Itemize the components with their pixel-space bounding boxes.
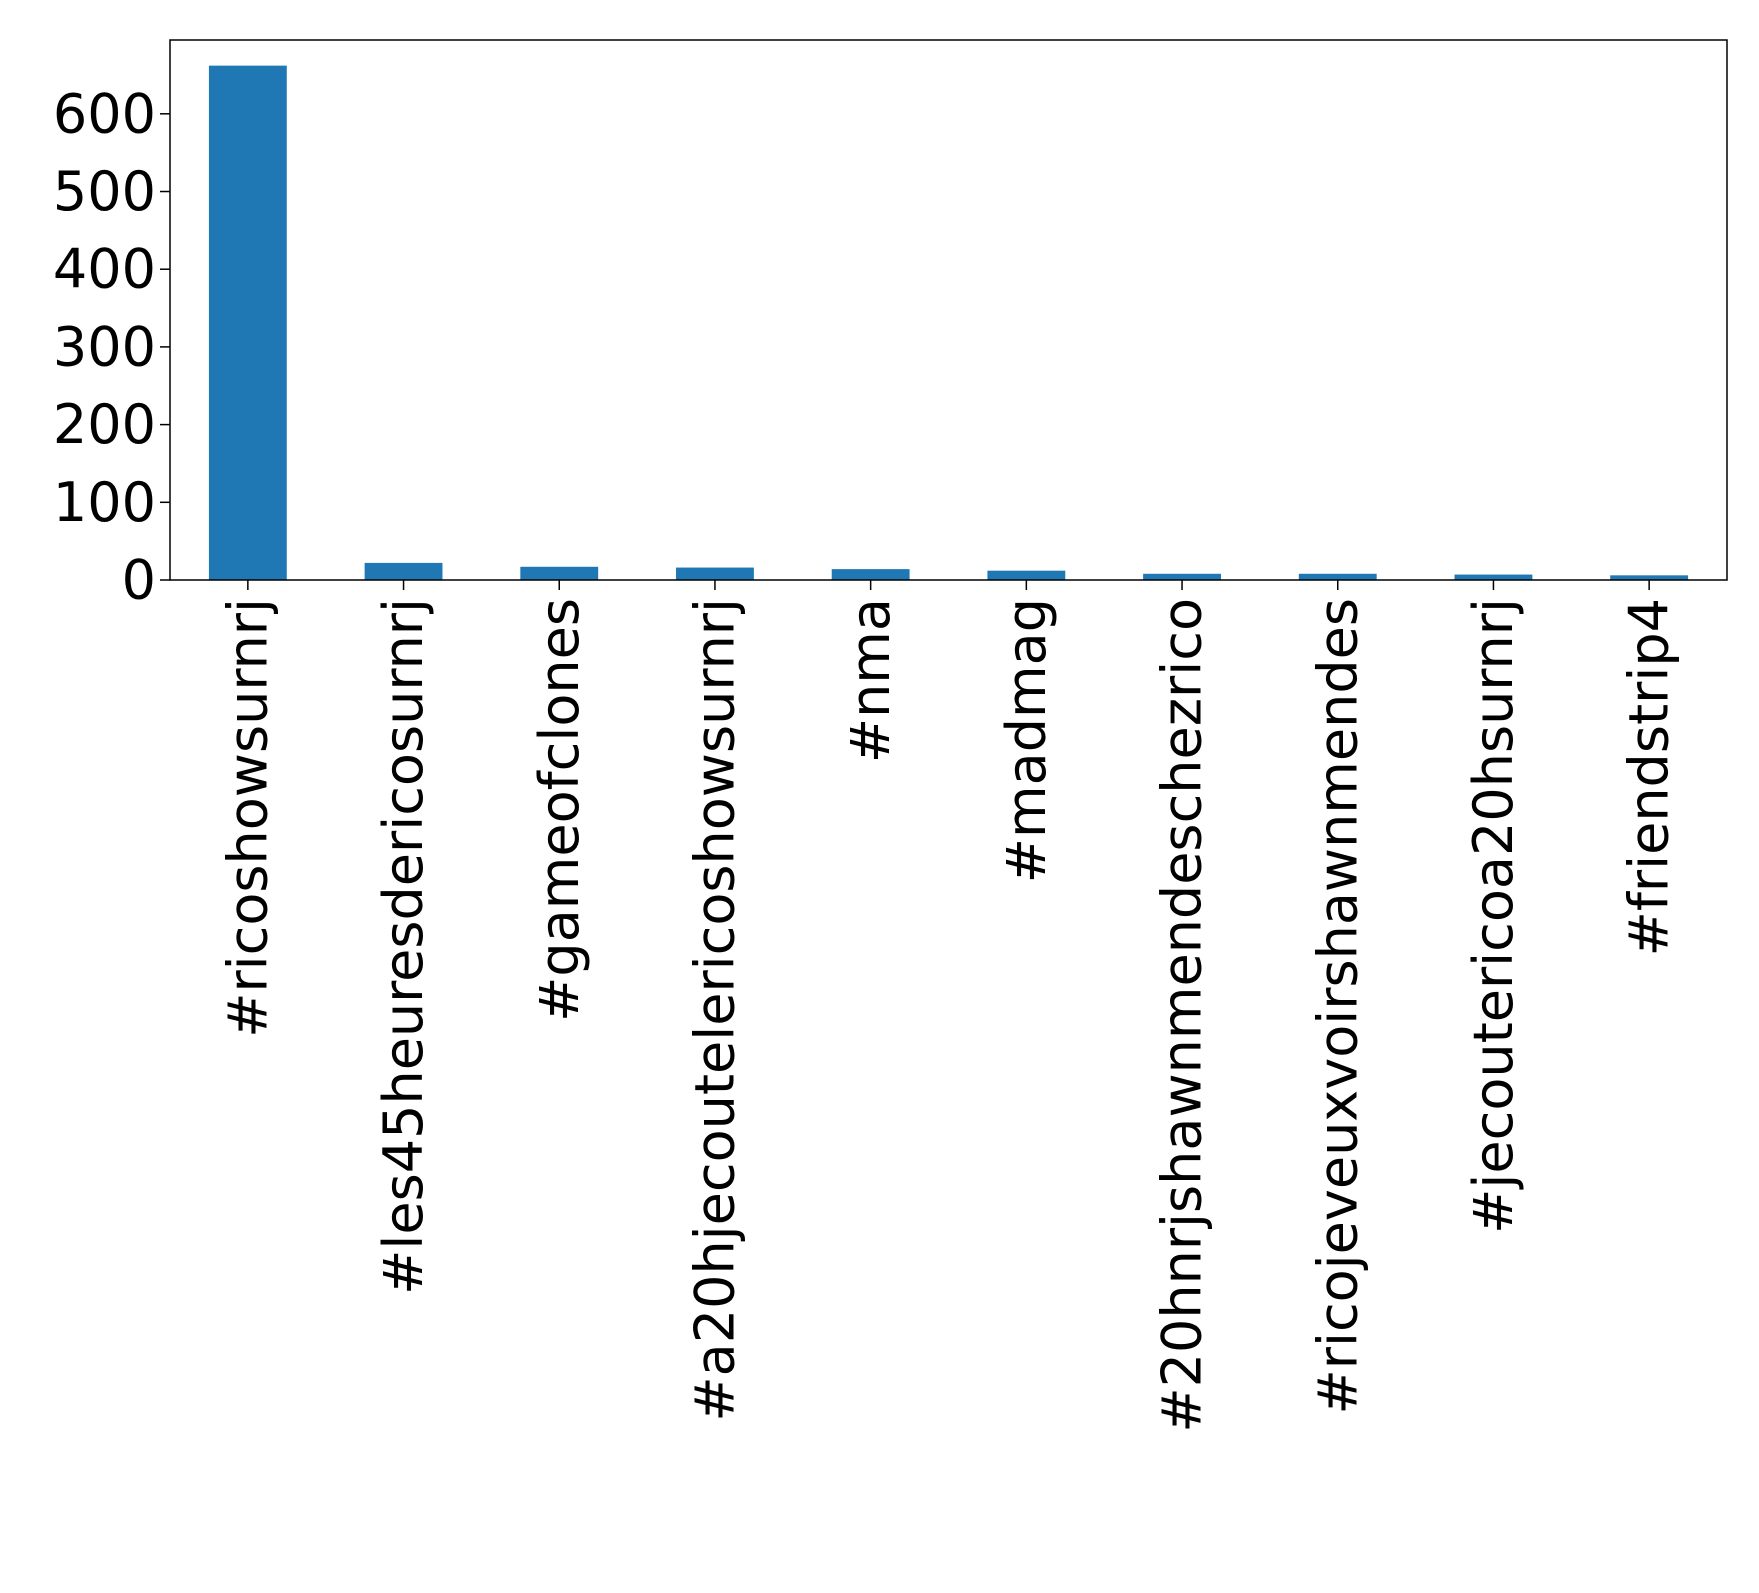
y-tick-label: 500 <box>53 160 156 223</box>
bar-9 <box>1610 575 1689 580</box>
x-tick-label: #20hnrjshawnmendeschezrico <box>1151 598 1214 1433</box>
x-tick-label: #ricoshowsurnrj <box>216 598 279 1038</box>
x-axis: #ricoshowsurnrj #les45heuresdericosurnrj #… <box>216 580 1681 1433</box>
bar-4 <box>831 569 910 580</box>
plot-frame <box>169 39 1728 581</box>
y-tick-label: 300 <box>53 315 156 378</box>
x-tick-label: #a20hjecoutelericoshowsurnrj <box>683 598 746 1422</box>
bar-6 <box>1143 573 1221 580</box>
bars-layer <box>208 65 1689 581</box>
x-tick-label: #les45heuresdericosurnrj <box>372 598 435 1295</box>
y-axis: 0 100 200 300 400 500 600 <box>53 82 170 612</box>
bar-5 <box>987 570 1066 580</box>
y-tick-label: 600 <box>53 82 156 145</box>
y-tick-label: 200 <box>53 393 156 456</box>
bar-0 <box>208 65 287 581</box>
bar-1 <box>364 562 443 580</box>
bar-8 <box>1454 574 1533 580</box>
y-tick-label: 400 <box>53 238 156 301</box>
bar-7 <box>1298 573 1377 580</box>
bar-2 <box>520 566 599 580</box>
x-tick-label: #gameofclones <box>528 598 591 1022</box>
y-tick-label: 100 <box>53 471 156 534</box>
x-tick-label: #nma <box>839 598 902 763</box>
x-tick-label: #ricojeveuxvoirshawnmendes <box>1306 598 1369 1415</box>
x-tick-label: #madmag <box>995 598 1058 883</box>
bar-3 <box>676 567 754 580</box>
y-tick-label: 0 <box>122 549 156 612</box>
x-tick-label: #jecoutericoa20hsurnrj <box>1462 598 1525 1234</box>
x-tick-label: #friendstrip4 <box>1618 598 1681 956</box>
